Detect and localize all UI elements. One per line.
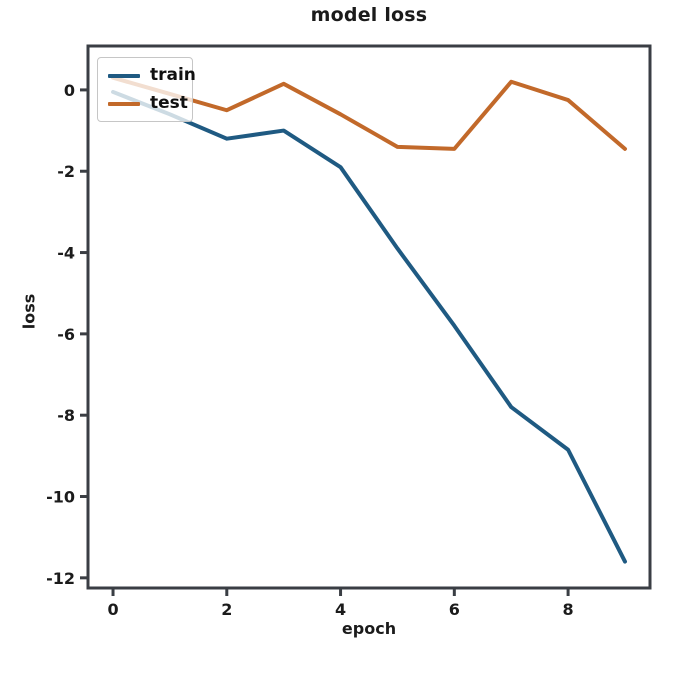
y-axis-tick-label: 0 [64, 81, 75, 100]
y-axis-label: loss [19, 293, 39, 330]
y-axis-tick-label: -2 [57, 162, 75, 181]
x-axis-label: epoch [341, 619, 397, 638]
legend-label-test: test [150, 93, 188, 113]
train-line-swatch [108, 73, 140, 78]
y-axis-tick-label: -12 [46, 569, 75, 588]
y-axis-tick-label: -8 [57, 406, 75, 425]
y-axis-tick-label: -6 [57, 325, 75, 344]
test-line-swatch [108, 101, 140, 106]
x-axis-tick-label: 2 [221, 600, 232, 619]
chart-title: model loss [310, 4, 428, 26]
train-line [111, 89, 627, 564]
plot-border [86, 44, 652, 590]
x-axis-tick-label: 4 [335, 600, 346, 619]
y-axis-tick-label: -10 [46, 488, 75, 507]
legend-item-test: test [108, 95, 188, 112]
x-axis-tick-label: 0 [107, 600, 118, 619]
legend: train test [97, 57, 196, 122]
legend-label-train: train [150, 65, 196, 85]
x-axis-tick-label: 8 [563, 600, 574, 619]
legend-item-train: train [108, 67, 196, 84]
x-axis-tick-label: 6 [449, 600, 460, 619]
test-line [111, 75, 627, 151]
y-axis-tick-label: -4 [57, 244, 75, 263]
